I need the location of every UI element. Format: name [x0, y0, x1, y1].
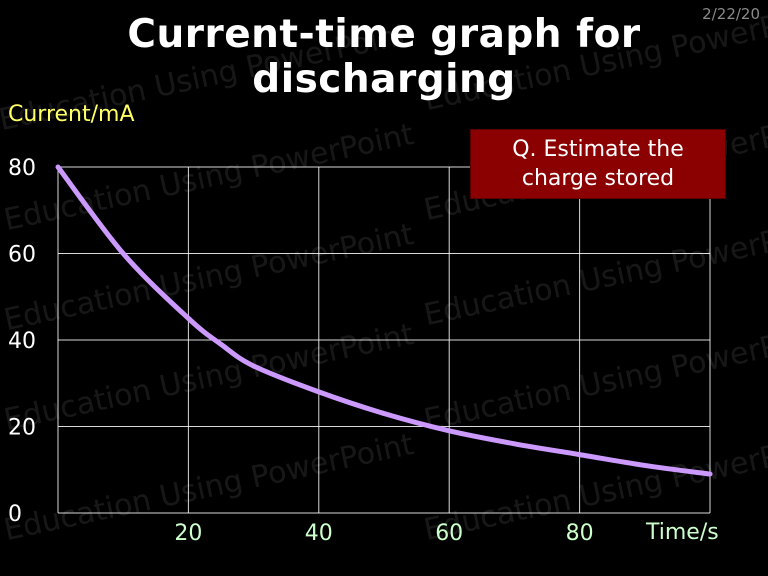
x-axis-label: Time/s	[646, 520, 719, 545]
question-text: Q. Estimate the charge stored	[512, 137, 684, 191]
question-box: Q. Estimate the charge stored	[470, 129, 726, 199]
y-tick-label: 60	[8, 243, 36, 268]
discharge-curve	[55, 164, 713, 477]
chart-series	[55, 164, 713, 477]
x-tick-label: 40	[305, 521, 333, 546]
slide-title: Current-time graph for discharging	[127, 12, 641, 102]
y-tick-label: 40	[8, 329, 36, 354]
y-tick-label: 20	[8, 416, 36, 441]
y-tick-label: 80	[8, 156, 36, 181]
x-tick-label: 60	[435, 521, 463, 546]
slide-date: 2/22/20	[702, 5, 760, 23]
chart-tick-labels: 0 20 40 60 80 20 40 60 80	[8, 156, 594, 546]
x-tick-label: 80	[566, 521, 594, 546]
y-axis-label: Current/mA	[8, 102, 135, 127]
y-tick-label: 0	[8, 502, 22, 527]
x-tick-label: 20	[174, 521, 202, 546]
